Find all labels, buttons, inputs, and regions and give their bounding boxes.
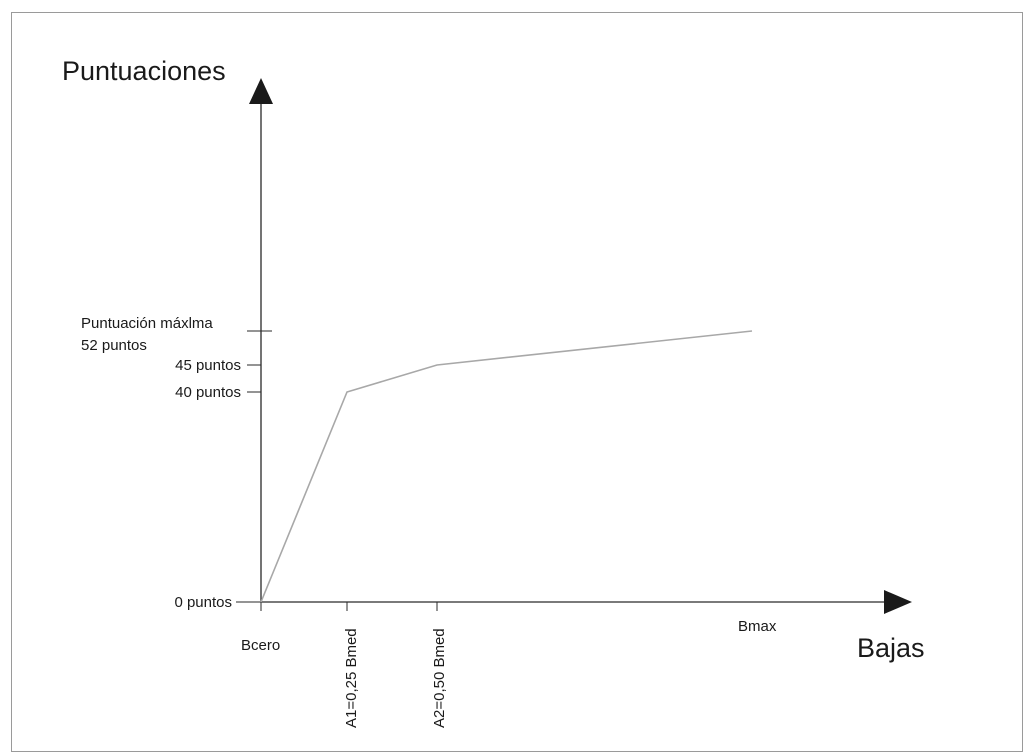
y-tick-label-max: Puntuación máxlma [81, 315, 213, 332]
y-tick-label-40: 40 puntos [175, 384, 241, 401]
y-axis-arrow-icon [249, 78, 273, 104]
x-tick-label-bcero: Bcero [241, 637, 280, 654]
x-axis-title: Bajas [857, 633, 925, 663]
x-tick-label-a1: A1=0,25 Bmed [343, 628, 360, 728]
y-tick-label-45: 45 puntos [175, 357, 241, 374]
y-axis-title: Puntuaciones [62, 56, 226, 86]
series-line [260, 330, 753, 603]
x-tick-label-bmax: Bmax [738, 618, 777, 635]
x-axis-arrow-icon [884, 590, 912, 614]
y-tick-label-max-points: 52 puntos [81, 337, 147, 354]
x-tick-label-a2: A2=0,50 Bmed [431, 628, 448, 728]
y-tick-label-0: 0 puntos [174, 594, 232, 611]
